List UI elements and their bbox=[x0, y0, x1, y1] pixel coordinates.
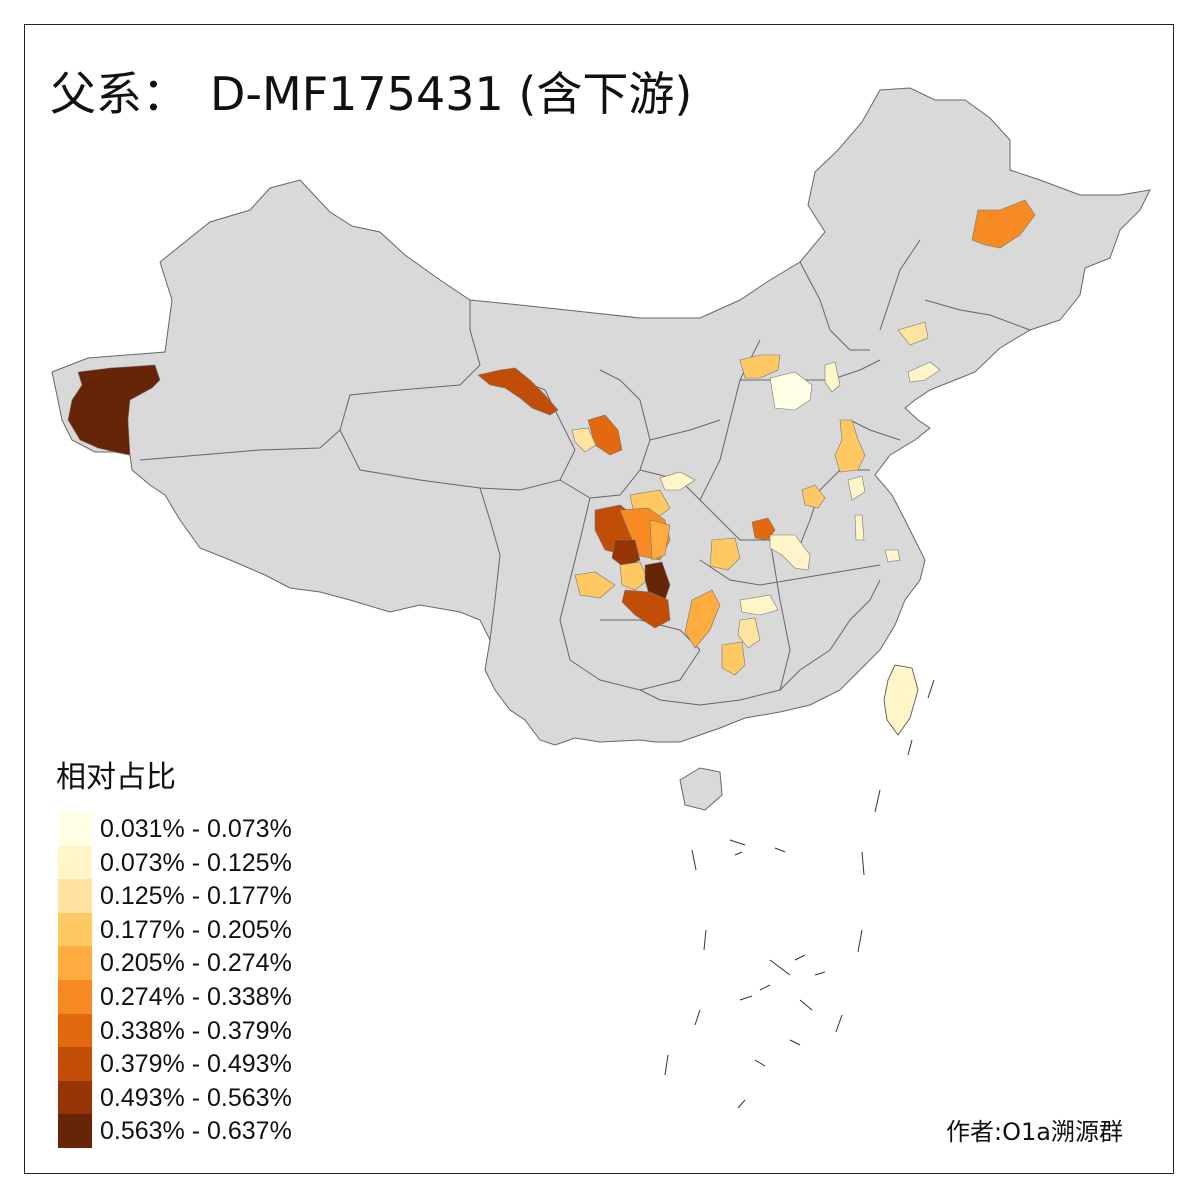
legend-swatch bbox=[58, 812, 92, 846]
region-chongqing bbox=[709, 537, 741, 571]
highlighted-regions bbox=[67, 199, 1036, 676]
legend-label: 0.205% - 0.274% bbox=[100, 949, 292, 978]
legend-swatch bbox=[58, 879, 92, 913]
legend-swatch bbox=[58, 845, 92, 880]
map-title: 父系： D-MF175431 (含下游) bbox=[50, 58, 692, 124]
legend-label: 0.073% - 0.125% bbox=[100, 848, 292, 877]
region-yunnan-west bbox=[574, 571, 616, 599]
region-liaoning-1 bbox=[897, 321, 929, 346]
legend-items: 0.031% - 0.073% 0.073% - 0.125% 0.125% - 0… bbox=[56, 812, 292, 1148]
region-hunan-1 bbox=[739, 594, 779, 616]
author-credit: 作者:O1a溯源群 bbox=[946, 1118, 1123, 1146]
legend-label: 0.563% - 0.637% bbox=[100, 1117, 292, 1146]
legend-label: 0.379% - 0.493% bbox=[100, 1050, 292, 1079]
legend-item: 0.073% - 0.125% bbox=[56, 845, 292, 880]
legend-item: 0.125% - 0.177% bbox=[56, 879, 292, 913]
region-shandong bbox=[834, 419, 866, 473]
region-gansu-3 bbox=[571, 427, 597, 453]
region-heilongjiang bbox=[971, 199, 1036, 249]
legend-swatch bbox=[58, 1047, 92, 1081]
hainan-island bbox=[679, 767, 723, 811]
legend-label: 0.493% - 0.563% bbox=[100, 1083, 292, 1112]
region-shanghai bbox=[884, 549, 901, 563]
region-qinghai-gansu-1 bbox=[477, 367, 559, 416]
legend-label: 0.177% - 0.205% bbox=[100, 915, 292, 944]
legend-title: 相对占比 bbox=[56, 760, 176, 795]
legend-item: 0.177% - 0.205% bbox=[56, 912, 292, 947]
legend-swatch bbox=[58, 912, 92, 947]
region-jiangsu bbox=[847, 475, 866, 501]
legend-swatch bbox=[58, 1114, 92, 1148]
legend-swatch bbox=[58, 1080, 92, 1115]
taiwan-island bbox=[883, 664, 919, 736]
region-sichuan-3 bbox=[649, 519, 671, 561]
region-guizhou bbox=[684, 589, 721, 649]
region-hubei-2 bbox=[769, 534, 811, 571]
region-xinjiang-west bbox=[67, 364, 161, 456]
legend-label: 0.274% - 0.338% bbox=[100, 982, 292, 1011]
legend-item: 0.493% - 0.563% bbox=[56, 1080, 292, 1115]
region-inner-mongolia bbox=[739, 354, 781, 379]
legend-swatch bbox=[58, 1013, 92, 1048]
region-sichuan-7 bbox=[621, 589, 671, 629]
legend-label: 0.031% - 0.073% bbox=[100, 815, 292, 843]
region-henan bbox=[801, 484, 826, 509]
legend-label: 0.125% - 0.177% bbox=[100, 882, 292, 911]
legend-swatch bbox=[58, 979, 92, 1014]
region-ningxia bbox=[659, 471, 696, 491]
legend-item: 0.379% - 0.493% bbox=[56, 1047, 292, 1081]
legend-item: 0.274% - 0.338% bbox=[56, 979, 292, 1014]
legend: 相对占比 0.031% - 0.073% 0.073% - 0.125% 0.125… bbox=[56, 752, 292, 1148]
legend-item: 0.205% - 0.274% bbox=[56, 946, 292, 980]
region-shanxi-hebei bbox=[769, 371, 813, 411]
region-hunan-2 bbox=[737, 617, 761, 649]
legend-item: 0.563% - 0.637% bbox=[56, 1114, 292, 1148]
legend-label: 0.338% - 0.379% bbox=[100, 1016, 292, 1045]
title-haplogroup: D-MF175431 (含下游) bbox=[210, 67, 693, 121]
region-liaoning-2 bbox=[907, 361, 941, 383]
region-sichuan-5 bbox=[619, 561, 649, 591]
south-china-sea-islands bbox=[664, 679, 935, 1109]
region-hebei bbox=[824, 361, 841, 393]
region-guangxi bbox=[721, 641, 746, 676]
legend-item: 0.031% - 0.073% bbox=[56, 812, 292, 846]
title-prefix: 父系： bbox=[50, 67, 188, 121]
map-frame bbox=[24, 24, 1174, 1174]
region-anhui bbox=[854, 514, 865, 541]
legend-item: 0.338% - 0.379% bbox=[56, 1013, 292, 1048]
legend-swatch bbox=[58, 946, 92, 980]
